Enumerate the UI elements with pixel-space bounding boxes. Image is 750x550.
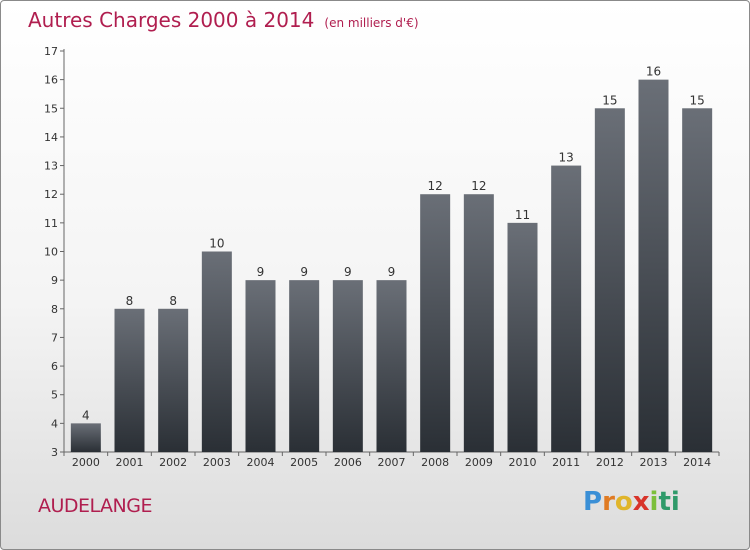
x-tick-label: 2009: [465, 456, 493, 469]
bar-value-label: 15: [602, 93, 617, 107]
x-tick-label: 2005: [290, 456, 318, 469]
x-tick-label: 2000: [72, 456, 100, 469]
bar-value-label: 8: [126, 294, 134, 308]
y-tick-label: 14: [44, 131, 58, 144]
bar-value-label: 4: [82, 408, 90, 422]
bar-value-label: 8: [169, 294, 177, 308]
chart-title-text: Autres Charges 2000 à 2014: [28, 8, 315, 32]
bar-value-label: 9: [388, 265, 396, 279]
y-tick-label: 8: [51, 303, 58, 316]
bar-value-label: 11: [515, 208, 530, 222]
y-tick-label: 11: [44, 217, 58, 230]
bar: [376, 280, 407, 452]
y-tick-label: 5: [51, 389, 58, 402]
bar: [70, 423, 101, 452]
bar-value-label: 9: [300, 265, 308, 279]
bar-value-label: 15: [690, 93, 705, 107]
bar-value-label: 12: [428, 179, 443, 193]
bar: [332, 280, 363, 452]
bar-value-label: 16: [646, 65, 661, 79]
y-tick-label: 6: [51, 360, 58, 373]
y-tick-label: 4: [51, 417, 58, 430]
x-tick-label: 2011: [552, 456, 580, 469]
bar-value-label: 10: [209, 237, 224, 251]
city-name: AUDELANGE: [38, 495, 153, 517]
bar: [158, 308, 189, 452]
chart-title: Autres Charges 2000 à 2014 (en milliers d…: [28, 8, 419, 32]
x-tick-label: 2004: [247, 456, 275, 469]
x-tick-label: 2008: [421, 456, 449, 469]
bar: [507, 222, 538, 452]
bar-value-label: 12: [471, 179, 486, 193]
bar-value-label: 13: [559, 151, 574, 165]
bar-value-label: 9: [344, 265, 352, 279]
bar: [420, 194, 451, 452]
x-tick-label: 2010: [509, 456, 537, 469]
x-tick-label: 2006: [334, 456, 362, 469]
y-tick-label: 15: [44, 102, 58, 115]
x-tick-label: 2002: [159, 456, 187, 469]
bar: [245, 280, 276, 452]
bar: [201, 251, 232, 452]
bar: [594, 108, 625, 453]
bar: [289, 280, 320, 452]
x-tick-label: 2012: [596, 456, 624, 469]
bar-value-label: 9: [257, 265, 265, 279]
bar: [114, 308, 145, 452]
x-tick-label: 2013: [640, 456, 668, 469]
bar: [682, 108, 713, 453]
bar: [638, 79, 669, 453]
y-tick-label: 17: [44, 45, 58, 58]
x-tick-label: 2014: [683, 456, 711, 469]
bar: [463, 194, 494, 452]
y-tick-label: 13: [44, 160, 58, 173]
y-tick-label: 12: [44, 188, 58, 201]
y-tick-label: 7: [51, 331, 58, 344]
x-tick-label: 2003: [203, 456, 231, 469]
y-tick-label: 10: [44, 246, 58, 259]
proxiti-logo: Proxiti: [583, 487, 680, 517]
y-tick-label: 3: [51, 446, 58, 459]
y-tick-label: 16: [44, 74, 58, 87]
bar: [551, 165, 582, 453]
x-tick-label: 2007: [378, 456, 406, 469]
x-tick-label: 2001: [116, 456, 144, 469]
chart-subtitle: (en milliers d'€): [324, 16, 419, 30]
y-tick-label: 9: [51, 274, 58, 287]
